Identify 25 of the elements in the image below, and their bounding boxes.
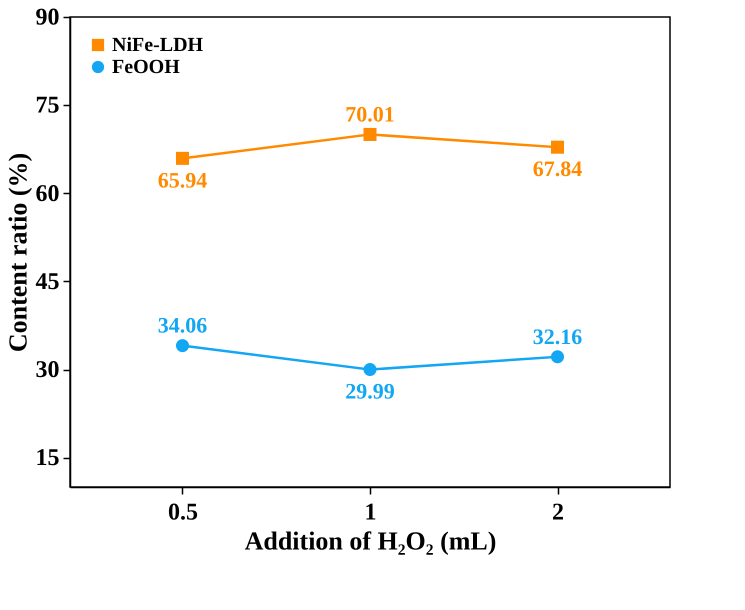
point (363, 363, 377, 376)
y-tick-label: 15 (36, 445, 60, 472)
point (176, 152, 190, 165)
x-tick-label: 0.5 (168, 500, 198, 526)
x-tick-label: 2 (552, 500, 564, 526)
point (363, 128, 377, 141)
y-tick-label: 30 (36, 357, 60, 383)
data-label: 29.99 (345, 378, 395, 404)
y-tick-label: 45 (36, 268, 60, 295)
legend-label: FeOOH (112, 56, 180, 78)
legend-label: NiFe-LDH (112, 34, 204, 56)
data-label: 67.84 (532, 156, 582, 182)
x-tick-label: 1 (364, 500, 376, 526)
y-tick-label: 75 (36, 92, 60, 119)
x-axis-title: Addition of H₂O₂ (mL) (244, 526, 496, 556)
data-label: 70.01 (345, 101, 395, 126)
y-axis-title: Content ratio (%) (4, 152, 32, 352)
point (550, 140, 564, 154)
data-label: 34.06 (158, 312, 208, 338)
data-label: 65.94 (158, 167, 208, 192)
data-label: 32.16 (532, 324, 582, 349)
y-tick-label: 90 (36, 4, 60, 30)
y-tick-label: 60 (36, 180, 60, 207)
point (176, 339, 190, 352)
point (550, 350, 564, 364)
